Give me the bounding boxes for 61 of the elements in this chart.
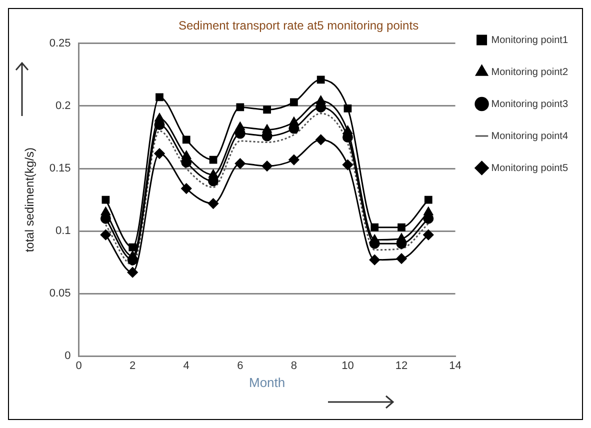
point bbox=[181, 183, 192, 194]
point bbox=[127, 267, 138, 278]
point bbox=[100, 230, 111, 240]
point bbox=[369, 254, 380, 266]
point bbox=[289, 116, 299, 126]
point bbox=[344, 104, 352, 112]
legend-label: Monitoring point5 bbox=[491, 162, 568, 174]
point bbox=[343, 126, 352, 134]
point bbox=[263, 106, 271, 114]
chart-title: Sediment transport rate at5 monitoring points bbox=[178, 18, 419, 33]
point bbox=[396, 253, 407, 264]
point bbox=[236, 103, 244, 112]
x-tick-label: 0 bbox=[76, 360, 82, 372]
x-tick-label: 6 bbox=[237, 360, 244, 372]
point bbox=[424, 196, 432, 204]
x-tick-label: 4 bbox=[183, 360, 190, 372]
legend-label: Monitoring point2 bbox=[491, 66, 568, 78]
point bbox=[342, 160, 353, 170]
point bbox=[234, 158, 246, 169]
point bbox=[424, 207, 434, 216]
legend-label: Monitoring point4 bbox=[491, 130, 568, 142]
x-tick-label: 10 bbox=[342, 360, 354, 372]
point bbox=[182, 150, 192, 160]
point bbox=[316, 96, 326, 104]
point bbox=[154, 113, 164, 122]
point bbox=[370, 223, 379, 232]
y-tick-label: 0.2 bbox=[56, 100, 71, 112]
point bbox=[156, 93, 164, 102]
point bbox=[288, 154, 300, 166]
y-tick-label: 0.1 bbox=[56, 225, 71, 238]
y-axis-title: total sediment(kg/s) bbox=[22, 147, 37, 252]
x-tick-label: 14 bbox=[449, 360, 462, 372]
point bbox=[316, 76, 325, 84]
point bbox=[154, 148, 165, 159]
point bbox=[236, 122, 245, 130]
point bbox=[182, 136, 190, 144]
point bbox=[102, 196, 110, 204]
legend-label: Monitoring point3 bbox=[491, 98, 568, 110]
point bbox=[209, 156, 218, 164]
point bbox=[128, 250, 138, 260]
point bbox=[262, 160, 272, 172]
y-tick-label: 0 bbox=[64, 350, 71, 362]
point bbox=[423, 230, 434, 240]
point bbox=[396, 233, 406, 242]
point bbox=[290, 98, 298, 106]
y-tick-label: 0.05 bbox=[49, 288, 71, 300]
point bbox=[398, 223, 406, 232]
y-tick-label: 0.25 bbox=[49, 37, 71, 50]
point bbox=[316, 134, 326, 145]
x-tick-label: 8 bbox=[290, 360, 297, 372]
point bbox=[208, 170, 218, 178]
y-tick-label: 0.15 bbox=[49, 162, 71, 175]
x-tick-label: 12 bbox=[395, 360, 408, 372]
point bbox=[101, 207, 110, 216]
point bbox=[208, 198, 219, 209]
point bbox=[262, 124, 272, 133]
legend-label: Monitoring point1 bbox=[491, 34, 568, 46]
x-axis-title: Month bbox=[248, 374, 286, 390]
point bbox=[370, 234, 380, 243]
x-tick-label: 2 bbox=[130, 360, 136, 372]
point bbox=[128, 243, 137, 252]
